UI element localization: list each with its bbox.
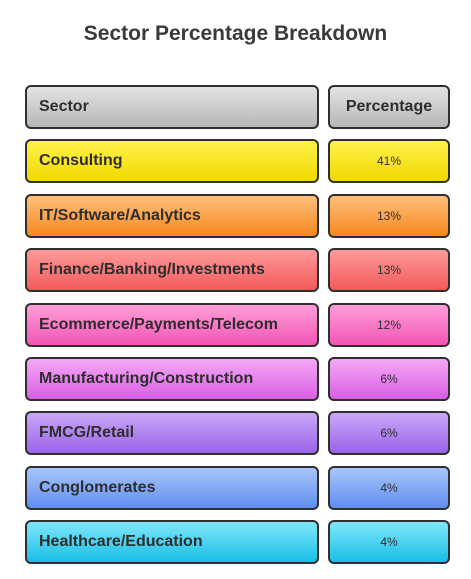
percentage-cell: 12% [328,302,450,347]
sector-column-header: Sector [25,85,319,129]
table-row: Healthcare/Education 4% [25,520,450,565]
sector-cell: Finance/Banking/Investments [25,248,319,293]
percentage-cell: 41% [328,139,450,184]
sector-cell: FMCG/Retail [25,411,319,456]
sector-cell: Healthcare/Education [25,520,319,565]
percentage-cell: 13% [328,193,450,238]
table-header-row: Sector Percentage [25,85,450,129]
percentage-cell: 6% [328,356,450,401]
table-row: Ecommerce/Payments/Telecom 12% [25,302,450,347]
sector-table: Sector Percentage Consulting 41% IT/Softwa… [25,85,450,575]
percentage-column-header: Percentage [328,85,450,129]
table-row: Consulting 41% [25,139,450,184]
percentage-cell: 4% [328,465,450,510]
percentage-cell: 13% [328,248,450,293]
chart-title: Sector Percentage Breakdown [83,22,388,45]
table-row: Conglomerates 4% [25,465,450,510]
sector-cell: IT/Software/Analytics [25,193,319,238]
sector-cell: Ecommerce/Payments/Telecom [25,302,319,347]
percentage-cell: 4% [328,520,450,565]
table-row: FMCG/Retail 6% [25,411,450,456]
percentage-cell: 6% [328,411,450,456]
sector-cell: Consulting [25,139,319,184]
table-body: Consulting 41% IT/Software/Analytics 13% Fin… [25,139,450,565]
table-row: Manufacturing/Construction 6% [25,356,450,401]
sector-cell: Conglomerates [25,465,319,510]
table-row: IT/Software/Analytics 13% [25,193,450,238]
table-row: Finance/Banking/Investments 13% [25,248,450,293]
sector-cell: Manufacturing/Construction [25,356,319,401]
